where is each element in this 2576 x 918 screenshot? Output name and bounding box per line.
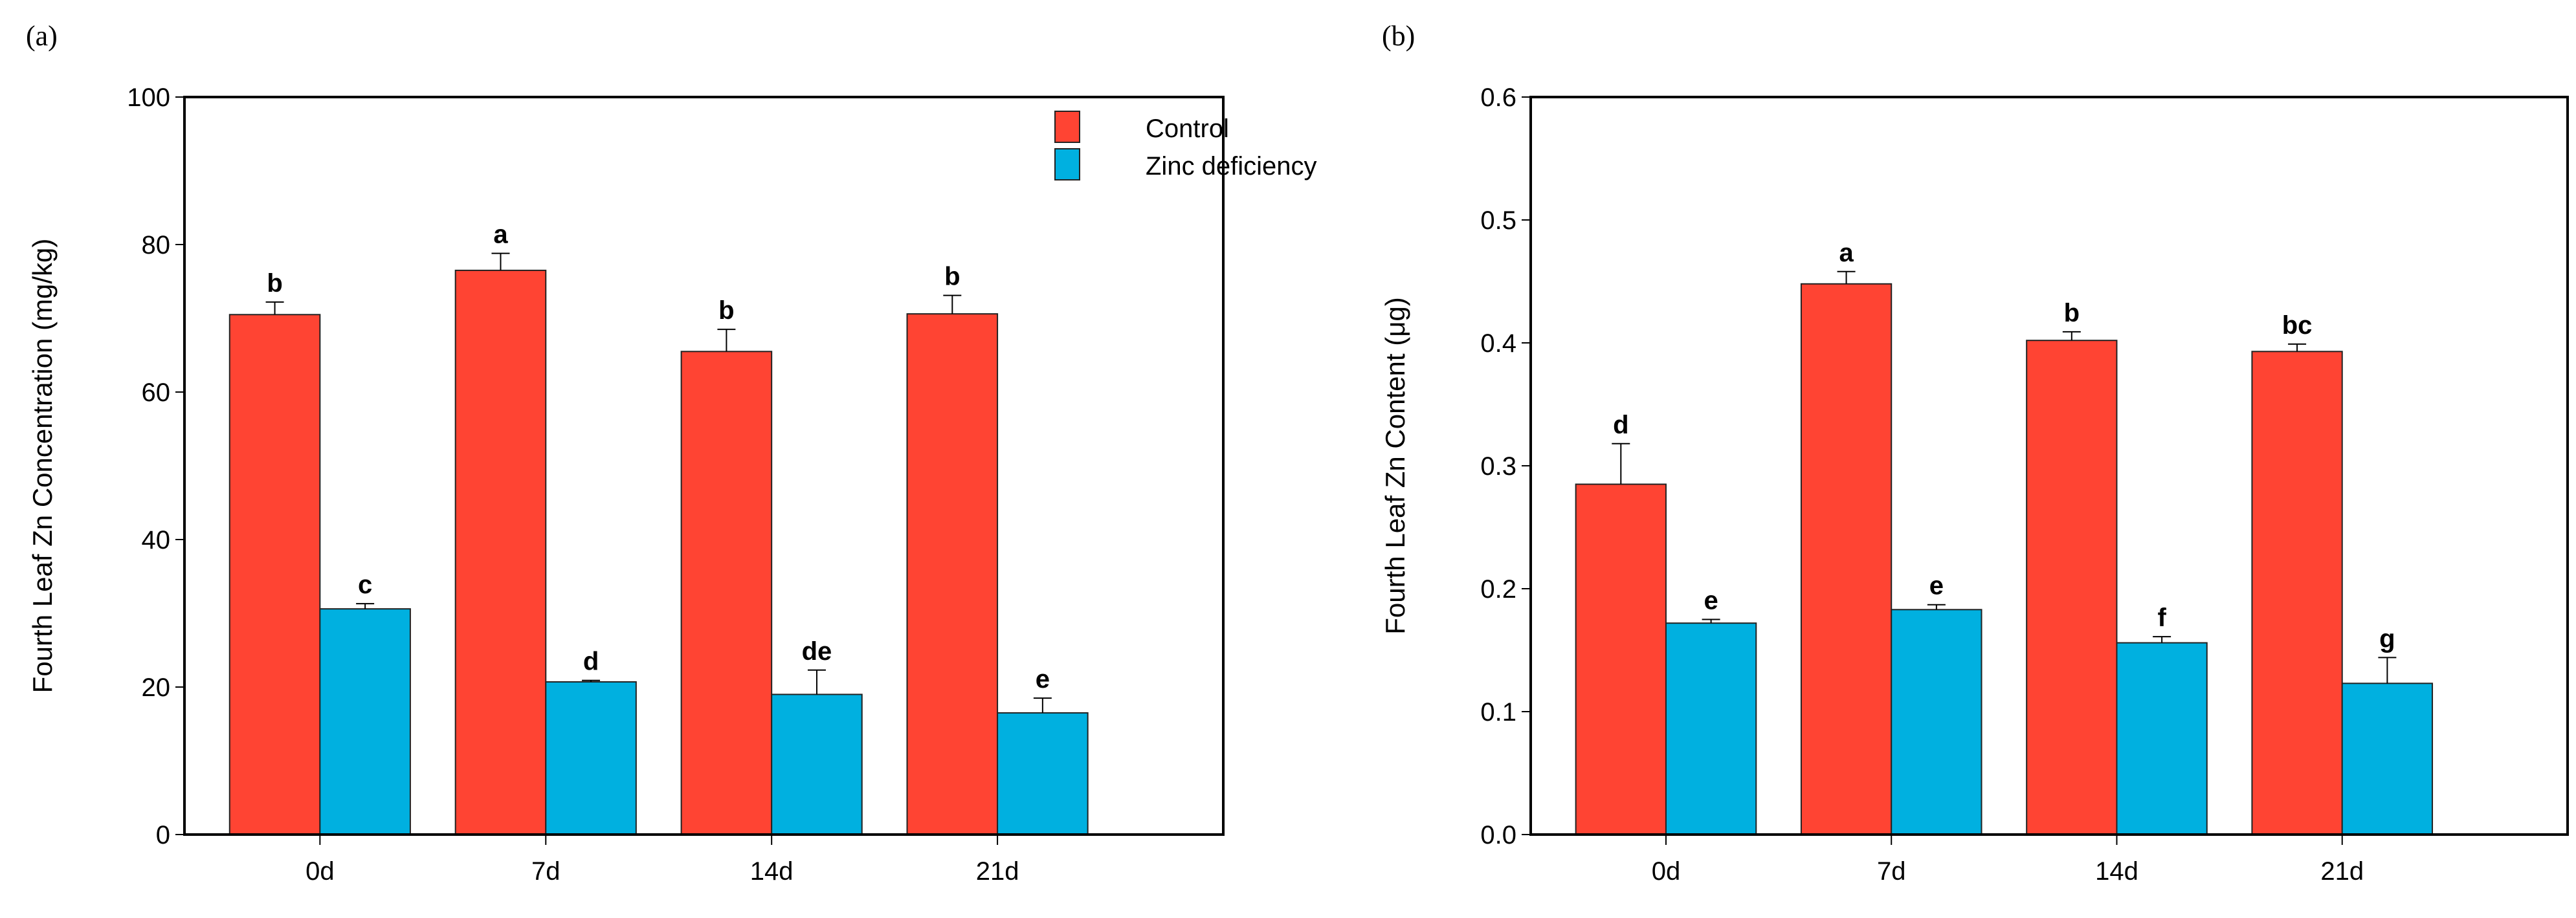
bar-control-21d: [2251, 351, 2343, 835]
bar-control-0d: [228, 314, 321, 835]
significance-letter: d: [1613, 411, 1628, 439]
x-tick-label: 7d: [1877, 857, 1906, 886]
significance-letter: e: [1704, 587, 1718, 615]
significance-letter: e: [1036, 665, 1050, 694]
y-tick-label: 80: [142, 231, 171, 259]
y-tick-label: 0.4: [1480, 329, 1516, 358]
bar-control-21d: [906, 313, 999, 836]
bar-zinc-deficiency-0d: [1665, 622, 1757, 835]
x-tick-label: 0d: [305, 857, 335, 886]
x-tick-label: 21d: [2320, 857, 2364, 886]
x-tick-label: 14d: [750, 857, 794, 886]
y-tick-label: 0.6: [1480, 83, 1516, 112]
bar-control-0d: [1575, 483, 1667, 835]
bar-zinc-deficiency-21d: [997, 712, 1089, 836]
plot-frame: [183, 96, 1225, 836]
bar-zinc-deficiency-14d: [2116, 642, 2208, 835]
legend-swatch: [1054, 111, 1080, 143]
bar-zinc-deficiency-7d: [545, 681, 637, 836]
x-tick-label: 14d: [2095, 857, 2138, 886]
bar-control-7d: [1800, 283, 1893, 835]
significance-letter: b: [267, 269, 282, 298]
y-tick-label: 40: [142, 526, 171, 554]
bar-control-14d: [680, 351, 773, 835]
bar-zinc-deficiency-21d: [2341, 683, 2434, 836]
significance-letter: d: [583, 648, 599, 676]
significance-letter: de: [802, 637, 832, 666]
y-tick-label: 0.2: [1480, 575, 1516, 604]
bar-zinc-deficiency-7d: [1891, 609, 1982, 835]
y-tick-label: 0.3: [1480, 452, 1516, 481]
significance-letter: f: [2157, 604, 2166, 632]
significance-letter: c: [358, 571, 372, 599]
y-axis-label: Fourth Leaf Zn Content (μg): [1380, 297, 1410, 634]
x-tick-label: 7d: [531, 857, 561, 886]
significance-letter: b: [718, 296, 734, 325]
significance-letter: g: [2379, 624, 2395, 653]
x-tick-label: 0d: [1652, 857, 1681, 886]
y-tick-label: 100: [127, 83, 170, 112]
significance-letter: e: [1929, 572, 1944, 600]
significance-letter: a: [1839, 239, 1854, 267]
bar-zinc-deficiency-14d: [771, 694, 863, 836]
y-tick-label: 0.5: [1480, 206, 1516, 235]
legend-label: Control: [1146, 115, 1229, 143]
legend-label: Zinc deficiency: [1146, 152, 1317, 180]
y-tick-label: 0.0: [1480, 821, 1516, 849]
y-tick-label: 0.1: [1480, 698, 1516, 727]
y-tick-label: 60: [142, 378, 171, 407]
panel-label: (a): [26, 20, 58, 52]
significance-letter: b: [2064, 299, 2080, 327]
y-tick-label: 0: [156, 821, 170, 849]
significance-letter: b: [944, 263, 960, 291]
significance-letter: bc: [2282, 311, 2313, 340]
y-tick-label: 20: [142, 673, 171, 702]
panel-label: (b): [1382, 20, 1415, 52]
x-tick-label: 21d: [976, 857, 1019, 886]
y-axis-label: Fourth Leaf Zn Concentration (mg/kg): [27, 239, 58, 694]
bar-control-7d: [454, 269, 547, 835]
significance-letter: a: [493, 221, 508, 249]
bar-zinc-deficiency-0d: [319, 608, 411, 835]
legend-swatch: [1054, 148, 1080, 180]
bar-control-14d: [2026, 340, 2118, 835]
